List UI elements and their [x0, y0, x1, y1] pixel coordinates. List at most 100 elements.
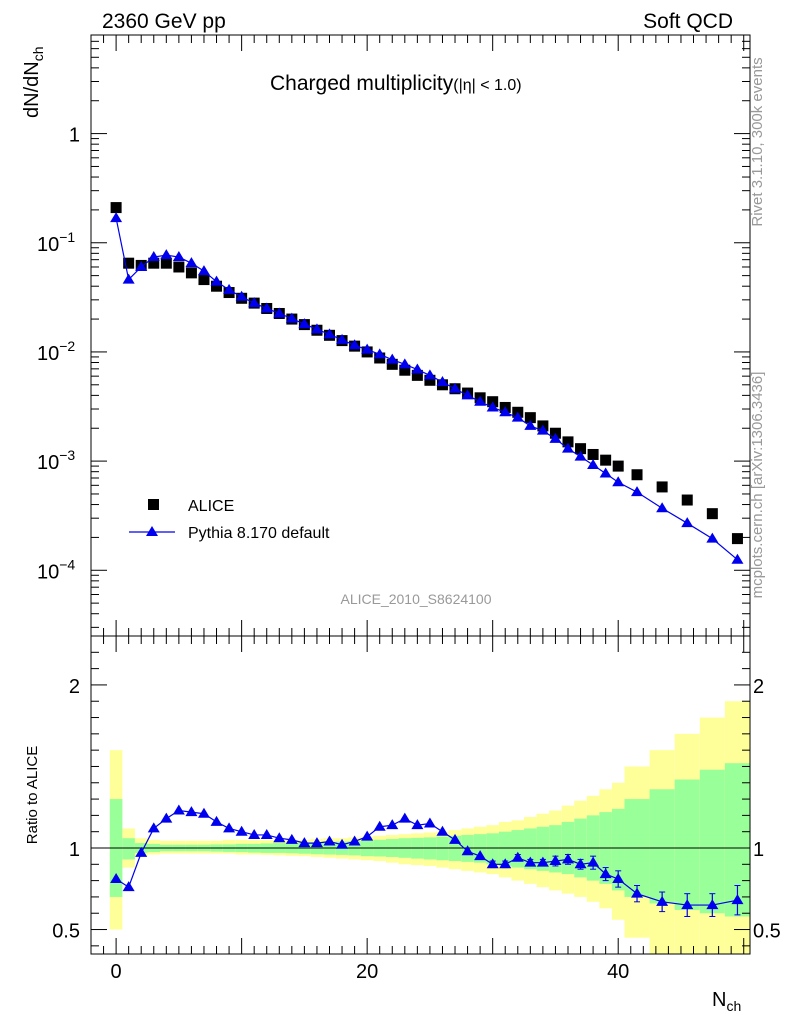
green-band-bin [122, 838, 135, 860]
header-right: Soft QCD [643, 10, 733, 33]
pythia-data-point [135, 260, 148, 271]
main-panel: Charged multiplicity(|η| < 1.0) dN/dNch … [21, 34, 751, 637]
ratio-data-point [197, 807, 210, 818]
ratio-data-point [223, 822, 236, 833]
pythia-data-point [235, 290, 248, 301]
pythia-data-point [681, 517, 694, 528]
ratio-data-point [122, 881, 135, 892]
ratio-data-point [549, 855, 562, 866]
alice-data-point [631, 469, 643, 481]
rivet-label: Rivet 3.1.10, 300k events [749, 57, 766, 226]
ratio-y-tick-label-left: 0.5 [52, 921, 80, 943]
pythia-data-point [336, 333, 349, 344]
pythia-data-point [348, 339, 361, 350]
ratio-data-point [706, 899, 719, 910]
legend: ALICE Pythia 8.170 default [129, 498, 330, 542]
ratio-y-tick-label-left: 2 [69, 676, 80, 698]
green-band-bin [498, 831, 512, 866]
pythia-data-point [706, 532, 719, 543]
ratio-data-point [398, 812, 411, 823]
ratio-data-point [681, 899, 694, 910]
pythia-data-point [599, 467, 612, 478]
ratio-panel: Ratio to ALICE Nch [24, 635, 751, 1014]
alice-data-point [185, 267, 197, 279]
green-band-bin [699, 769, 725, 914]
main-series [110, 202, 744, 564]
ratio-data-point [160, 812, 173, 823]
alice-data-point [173, 261, 185, 273]
alice-data-point [600, 454, 612, 466]
legend-alice-marker [148, 499, 159, 510]
mcplots-label: mcplots.cern.ch [arXiv:1306.3436] [749, 372, 766, 599]
alice-data-point [681, 494, 693, 506]
pythia-data-point [248, 297, 261, 308]
pythia-data-point [536, 424, 549, 435]
pythia-data-point [436, 376, 449, 387]
reference-label: ALICE_2010_S8624100 [340, 591, 491, 607]
pythia-data-point [285, 312, 298, 323]
ratio-data-point [298, 837, 311, 848]
pythia-data-point [185, 257, 198, 268]
main-y-tick-label: 10−1 [37, 229, 75, 256]
green-band-bin [611, 808, 625, 891]
ratio-data-point [423, 817, 436, 828]
ratio-data-point [235, 825, 248, 836]
alice-data-point [211, 280, 223, 292]
alice-data-point [123, 257, 135, 269]
legend-pythia-marker [146, 526, 158, 536]
ratio-x-tick-label: 0 [111, 961, 122, 983]
ratio-data-point [461, 845, 474, 856]
ratio-data-point [511, 851, 524, 862]
ratio-bands [109, 701, 750, 954]
pythia-data-point [223, 283, 236, 294]
ratio-data-point [599, 868, 612, 879]
ratio-data-point [656, 895, 669, 906]
main-y-tick-label: 1 [69, 125, 80, 147]
alice-data-point [399, 364, 411, 376]
ratio-data-point [587, 856, 600, 867]
pythia-data-point [423, 369, 436, 380]
ratio-y-axis-label: Ratio to ALICE [24, 746, 41, 844]
main-y-tick-label: 10−2 [37, 338, 75, 365]
ratio-data-point [499, 858, 512, 869]
alice-data-point [562, 436, 574, 448]
alice-data-point [424, 374, 436, 386]
alice-data-point [731, 533, 743, 545]
green-band-bin [511, 830, 525, 868]
green-band-bin [674, 779, 700, 910]
ratio-data-point [561, 853, 574, 864]
green-band-bin [536, 826, 550, 871]
ratio-x-tick-label: 40 [607, 961, 629, 983]
pythia-data-point [474, 395, 487, 406]
pythia-data-point [260, 302, 273, 313]
pythia-data-point [561, 442, 574, 453]
ratio-data-point [348, 835, 361, 846]
alice-data-point [198, 274, 210, 286]
green-band-bin [649, 789, 675, 904]
pythia-data-point [110, 212, 123, 223]
ratio-data-point [110, 872, 123, 883]
pythia-data-point [574, 450, 587, 461]
ratio-data-point [323, 835, 336, 846]
ratio-data-point [536, 856, 549, 867]
alice-data-point [524, 412, 536, 424]
header-left: 2360 GeV pp [102, 10, 226, 33]
ratio-y-tick-label-right: 0.5 [753, 921, 781, 943]
ratio-data-point [474, 850, 487, 861]
green-band-bin [524, 828, 537, 870]
pythia-data-point [587, 459, 600, 470]
pythia-data-point [612, 476, 625, 487]
ratio-data-point [147, 822, 160, 833]
pythia-data-point [147, 251, 160, 262]
ratio-data-point [373, 820, 386, 831]
ratio-data-point [273, 832, 286, 843]
alice-data-point [411, 369, 423, 381]
pythia-data-point [298, 318, 311, 329]
alice-data-point [386, 358, 398, 370]
alice-data-point [587, 448, 599, 460]
ratio-data-point [361, 830, 374, 841]
pythia-data-point [323, 328, 336, 339]
ratio-y-ticks [91, 651, 750, 947]
ratio-data-point [172, 804, 185, 815]
